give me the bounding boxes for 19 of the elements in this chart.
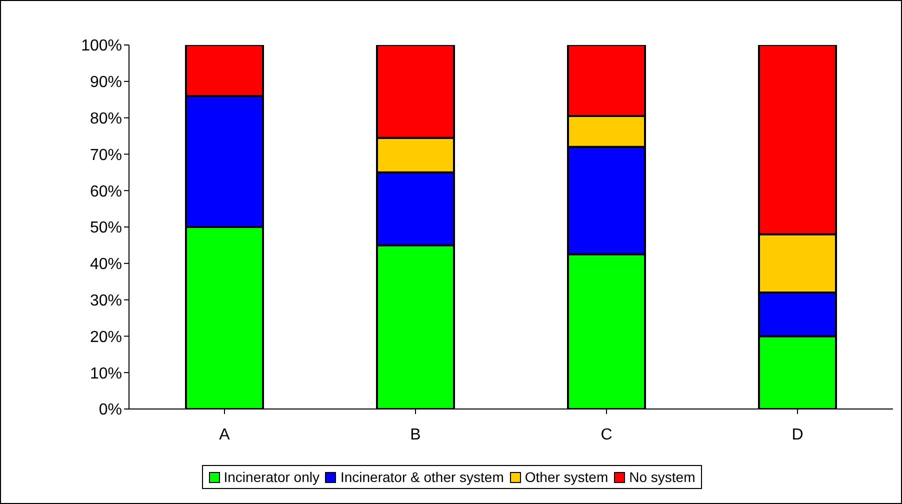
- y-tick-label: 20%: [90, 328, 122, 346]
- x-tick-label: D: [792, 426, 804, 444]
- y-tick-label: 100%: [81, 38, 122, 55]
- x-tick-label: B: [410, 426, 421, 444]
- y-tick-label: 90%: [90, 74, 122, 92]
- legend-label: Incinerator only: [224, 469, 320, 485]
- y-tick-label: 70%: [90, 146, 122, 164]
- y-tick-label: 60%: [90, 183, 122, 200]
- x-tick-label: A: [219, 426, 230, 444]
- legend-label: Other system: [524, 469, 608, 485]
- y-tick-label: 40%: [90, 256, 122, 274]
- y-tick-label: 0%: [98, 402, 122, 419]
- y-tick-label: 80%: [90, 110, 122, 128]
- y-tick-label: 10%: [90, 365, 122, 382]
- legend-label: Incinerator & other system: [340, 469, 504, 485]
- y-tick-label: 30%: [90, 292, 122, 310]
- y-tick-label: 50%: [90, 220, 122, 237]
- legend-label: No system: [629, 469, 696, 485]
- x-tick-label: C: [600, 426, 612, 444]
